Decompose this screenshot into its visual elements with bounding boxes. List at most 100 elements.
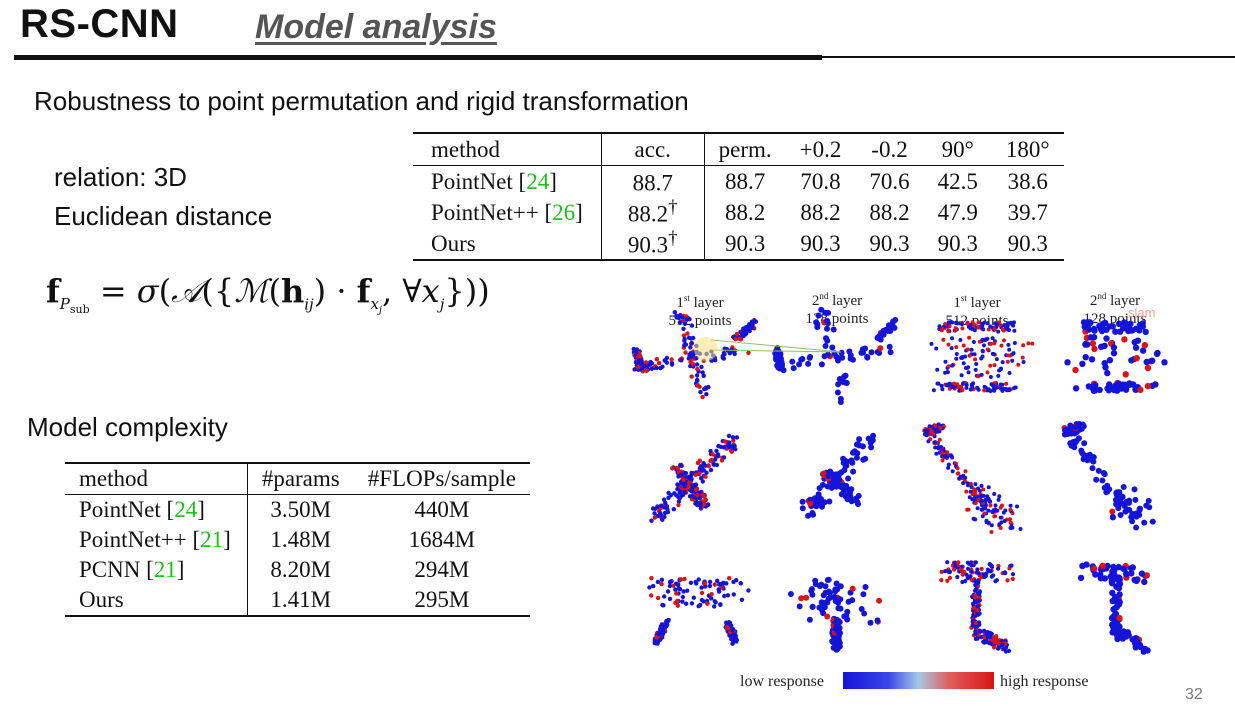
point-dot [1117,496,1123,503]
point-dot [858,606,865,612]
point-dot [652,515,657,520]
point-dot [861,610,868,617]
point-dot [842,483,849,490]
point-dot [971,606,976,611]
point-dot [934,346,939,351]
point-dot [943,569,948,574]
point-dot [1129,518,1136,525]
point-dot [1131,486,1138,493]
point-dot [674,493,679,498]
point-dot [681,589,686,594]
point-dot [976,387,981,392]
value-cell: 90.3 [869,230,910,256]
point-dot [732,443,737,449]
reference-link[interactable]: 26 [552,199,576,225]
point-dot [970,622,975,627]
point-dot [838,349,845,356]
point-dot [1062,427,1068,434]
point-dot [976,320,981,325]
point-dot [653,641,659,646]
point-dot [973,595,978,600]
point-dot [829,638,836,645]
point-dot [689,323,695,328]
point-dot [680,315,685,320]
point-dot [992,341,997,346]
point-dot [991,508,996,513]
point-dot [816,485,823,492]
point-dot [1141,519,1148,526]
point-dot [1080,423,1087,430]
point-dot [809,591,816,598]
point-dot [837,596,844,603]
point-dot [721,445,726,450]
point-dot [939,578,944,583]
point-dot [837,605,844,612]
point-dot [960,388,965,393]
reference-link[interactable]: 21 [200,527,224,552]
reference-link[interactable]: 21 [153,557,177,582]
point-dot [747,326,753,331]
point-dot [672,310,677,315]
point-dot [828,484,835,491]
point-dot [728,448,734,453]
point-dot [992,645,997,650]
point-dot [935,367,940,372]
flops-cell: 1684M [408,527,476,552]
point-dot [982,343,986,348]
point-dot [1092,571,1099,578]
point-dot [969,485,974,489]
point-dot [991,387,996,392]
table-row: PointNet++ [26] 88.2† 88.2 88.2 88.2 47.… [413,197,1064,228]
point-dot [691,595,696,600]
point-dot [927,424,932,429]
point-dot [824,325,830,332]
point-dot [734,331,740,337]
point-dot [1109,514,1116,521]
point-dot [986,327,991,332]
point-dot [1026,341,1031,346]
point-dot [662,594,667,599]
reference-link[interactable]: 24 [526,168,550,194]
point-dot [969,347,974,352]
point-dot [859,346,866,353]
point-dot [1144,647,1151,654]
point-dot [738,337,744,342]
point-dot [849,585,856,592]
point-dot [822,583,829,590]
point-dot [874,617,881,624]
point-dot [829,344,836,351]
point-dot [1075,422,1082,429]
point-dot [1010,576,1015,582]
point-dot [1115,320,1123,327]
point-dot [953,326,958,331]
point-dot [973,489,978,494]
point-dot [1136,641,1144,649]
point-dot [977,628,982,633]
point-dot [1126,324,1133,331]
table-row: PointNet++ [21] 1.48M 1684M [65,525,530,555]
point-dot [926,439,931,444]
point-dot [643,360,649,365]
reference-link[interactable]: 24 [174,497,198,522]
value-cell: 70.6 [869,168,910,194]
point-dot [703,463,708,468]
point-dot [830,326,837,333]
point-dot [968,481,973,486]
point-dot [971,601,976,606]
point-dot [712,582,717,587]
point-dot [1072,385,1080,392]
point-dot [966,574,971,580]
point-dot [986,520,991,525]
point-dot [864,353,871,360]
point-dot [1001,647,1006,652]
point-dot [1134,576,1141,583]
point-dot [649,593,654,598]
point-dot [1084,452,1091,459]
point-dot [929,341,934,346]
point-dot [1004,387,1009,392]
point-dot [1161,359,1168,366]
point-dot [887,349,894,356]
point-dot [815,312,822,319]
point-dot [1080,456,1087,463]
point-dot [870,432,877,439]
